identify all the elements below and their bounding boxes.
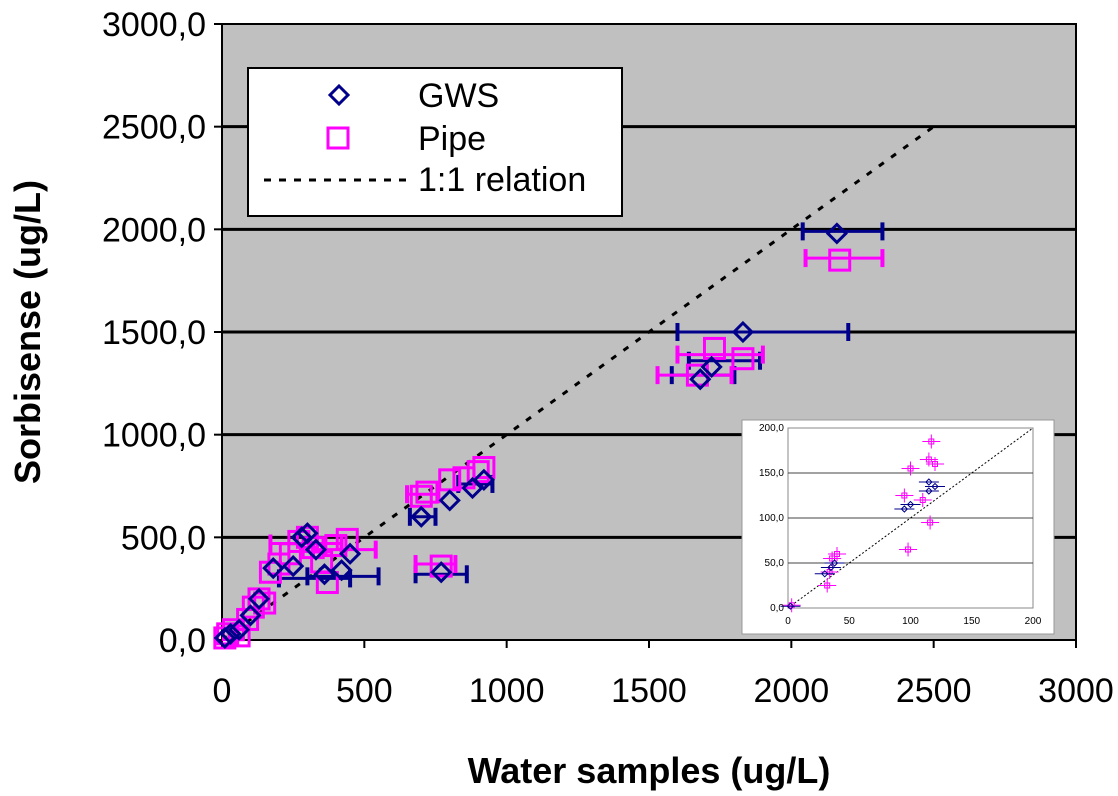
inset-pipe-point <box>829 555 836 562</box>
inset-pipe-point <box>925 456 932 463</box>
inset-y-tick-label: 50,0 <box>765 558 785 569</box>
inset-y-tick-label: 0,0 <box>770 603 784 614</box>
inset-x-tick-label: 200 <box>1025 616 1042 627</box>
x-tick-label: 500 <box>336 672 393 710</box>
pipe-point <box>429 554 453 578</box>
inset-gws-point <box>827 563 835 572</box>
gws-point <box>313 563 336 586</box>
inset-pipe-point <box>928 438 935 445</box>
inset-pipe-point <box>901 492 908 499</box>
x-tick-label: 2500 <box>896 672 972 710</box>
gws-point <box>304 538 328 561</box>
one-to-one-line <box>221 125 935 642</box>
inset-gws-point <box>821 570 829 578</box>
y-tick-label: 500,0 <box>121 519 206 557</box>
gws-point <box>731 320 755 344</box>
gws-point <box>296 522 319 545</box>
x-tick-label: 1500 <box>611 672 687 710</box>
inset-y-tick-label: 150,0 <box>759 468 784 479</box>
gws-point <box>262 557 285 580</box>
markers <box>213 222 852 650</box>
inset-pipe-point <box>919 497 926 503</box>
gws-point <box>290 526 313 549</box>
pipe-point <box>731 347 755 371</box>
gws-point <box>472 468 496 491</box>
x-tick-label: 1000 <box>469 672 545 710</box>
pipe-point <box>702 336 726 360</box>
inset-y-tick-label: 100,0 <box>759 513 784 524</box>
inset-pipe-point <box>905 546 912 553</box>
inset-reference-line <box>787 427 1034 609</box>
x-tick-labels: 0 500 1000 1500 2000 2500 3000 <box>213 672 1114 710</box>
legend-square-icon <box>326 126 350 150</box>
pipe-point <box>315 571 339 595</box>
y-tick-label: 2000,0 <box>102 211 206 249</box>
inset-gws-point <box>900 505 909 513</box>
gws-point <box>247 587 271 611</box>
pipe-point <box>415 480 439 504</box>
inset-gws-point <box>786 602 795 610</box>
gws-point <box>282 554 305 578</box>
gws-point <box>338 542 362 565</box>
inset-pipe-point <box>932 461 938 467</box>
inset-gws-point <box>830 559 839 567</box>
inset-x-tick-labels: 0 50 100 150 200 <box>785 616 1042 627</box>
inset-gws-point <box>931 482 939 491</box>
gws-point <box>219 622 242 645</box>
y-tick-label: 0,0 <box>159 622 206 660</box>
gws-point <box>213 626 236 650</box>
gws-point <box>239 604 262 627</box>
y-tick-label: 1500,0 <box>102 314 206 352</box>
inset-x-tick-label: 100 <box>902 616 919 627</box>
x-tick-label: 2000 <box>754 672 830 710</box>
inset-gws-point <box>925 478 933 486</box>
inset-x-tick-label: 0 <box>785 616 791 627</box>
legend-diamond-icon <box>327 83 351 107</box>
inset-y-tick-label: 200,0 <box>759 423 784 434</box>
gws-point <box>438 489 461 512</box>
gws-point <box>430 561 453 584</box>
inset-gws-point <box>925 487 933 495</box>
inset-pipe-point <box>927 519 934 526</box>
y-tick-label: 1000,0 <box>102 417 206 455</box>
inset-gws-point <box>906 500 915 509</box>
gws-point <box>330 559 353 582</box>
inset-pipe-point <box>834 551 840 557</box>
inset-x-tick-label: 150 <box>963 616 980 627</box>
x-tick-label: 0 <box>213 672 232 710</box>
y-tick-label: 3000,0 <box>102 6 206 44</box>
inset-chart: 0,0 50,0 100,0 150,0 200,0 0 50 100 150 200 <box>741 419 1055 635</box>
inset-pipe-point <box>824 582 831 589</box>
y-tick-label: 2500,0 <box>102 109 206 147</box>
x-tick-label: 3000 <box>1038 672 1114 710</box>
gws-point <box>825 222 849 245</box>
reference-line <box>221 125 935 642</box>
gws-point <box>410 505 433 528</box>
legend: GWS Pipe 1:1 relation <box>247 67 623 217</box>
gws-point <box>227 618 251 641</box>
pipe-point <box>472 456 496 480</box>
gws-point <box>700 355 723 379</box>
gws-point <box>689 368 712 391</box>
inset-x-tick-label: 50 <box>844 616 856 627</box>
legend-box <box>247 67 623 217</box>
inset-pipe-point <box>907 465 914 472</box>
legend-label-relation: 1:1 relation <box>418 161 586 199</box>
y-axis-title: Sorbisense (ug/L) <box>7 180 48 484</box>
inset-one-to-one-line <box>787 427 1034 609</box>
pipe-point <box>828 248 852 272</box>
inset-markers <box>780 434 945 613</box>
inset-y-tick-labels: 0,0 50,0 100,0 150,0 200,0 <box>759 423 784 614</box>
legend-label-gws: GWS <box>418 77 499 115</box>
y-tick-labels: 0,0 500,0 1000,0 1500,0 2000,0 2500,0 3000,0 <box>102 6 206 660</box>
legend-label-pipe: Pipe <box>418 120 486 158</box>
x-axis-title: Water samples (ug/L) <box>468 750 831 791</box>
